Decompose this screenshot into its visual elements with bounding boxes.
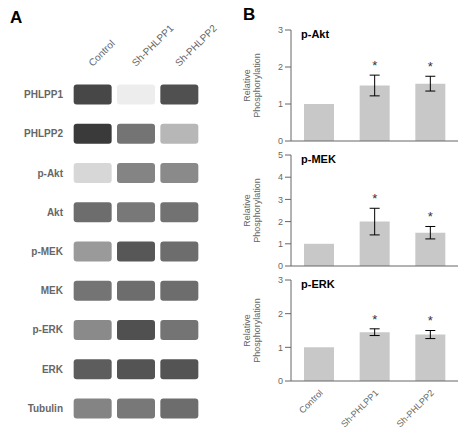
svg-text:0: 0 bbox=[278, 136, 283, 146]
svg-text:0: 0 bbox=[278, 376, 283, 386]
svg-text:p-MEK: p-MEK bbox=[31, 246, 63, 257]
html-text:B: B bbox=[243, 5, 256, 24]
html-text:p-ERK: p-ERK bbox=[301, 278, 335, 290]
html-text:A: A bbox=[10, 8, 23, 27]
svg-text:1: 1 bbox=[278, 343, 283, 353]
svg-text:p-Akt: p-Akt bbox=[37, 168, 63, 179]
svg-text:3: 3 bbox=[278, 25, 283, 35]
svg-text:Sh-PHLPP2: Sh-PHLPP2 bbox=[395, 388, 436, 429]
svg-text:0: 0 bbox=[278, 261, 283, 271]
svg-text:1: 1 bbox=[278, 239, 283, 249]
svg-text:RelativePhosphorylation: RelativePhosphorylation bbox=[242, 298, 262, 363]
svg-text:ERK: ERK bbox=[42, 364, 64, 375]
svg-text:*: * bbox=[428, 209, 433, 224]
html-text:p-MEK: p-MEK bbox=[301, 153, 336, 165]
svg-text:*: * bbox=[372, 312, 377, 327]
svg-text:Tubulin: Tubulin bbox=[28, 403, 63, 414]
svg-text:2: 2 bbox=[278, 309, 283, 319]
html-text:p-Akt: p-Akt bbox=[301, 28, 330, 40]
svg-text:4: 4 bbox=[278, 172, 283, 182]
svg-text:Control: Control bbox=[86, 38, 117, 69]
svg-text:2: 2 bbox=[278, 62, 283, 72]
svg-text:Control: Control bbox=[297, 388, 325, 416]
svg-text:3: 3 bbox=[278, 195, 283, 205]
svg-text:5: 5 bbox=[278, 150, 283, 160]
svg-text:RelativePhosphorylation: RelativePhosphorylation bbox=[242, 53, 262, 118]
svg-text:PHLPP1: PHLPP1 bbox=[24, 89, 63, 100]
svg-text:Sh-PHLPP2: Sh-PHLPP2 bbox=[173, 22, 219, 68]
svg-text:PHLPP2: PHLPP2 bbox=[24, 128, 63, 139]
svg-text:2: 2 bbox=[278, 217, 283, 227]
svg-text:3: 3 bbox=[278, 275, 283, 285]
svg-text:*: * bbox=[372, 58, 377, 73]
svg-text:Sh-PHLPP1: Sh-PHLPP1 bbox=[339, 388, 380, 429]
svg-text:1: 1 bbox=[278, 99, 283, 109]
svg-text:RelativePhosphorylation: RelativePhosphorylation bbox=[242, 178, 262, 243]
svg-text:MEK: MEK bbox=[41, 285, 64, 296]
svg-text:*: * bbox=[428, 59, 433, 74]
svg-text:*: * bbox=[428, 313, 433, 328]
svg-text:*: * bbox=[372, 191, 377, 206]
svg-text:p-ERK: p-ERK bbox=[32, 324, 63, 335]
svg-text:Sh-PHLPP1: Sh-PHLPP1 bbox=[130, 22, 176, 68]
svg-text:Akt: Akt bbox=[47, 207, 64, 218]
